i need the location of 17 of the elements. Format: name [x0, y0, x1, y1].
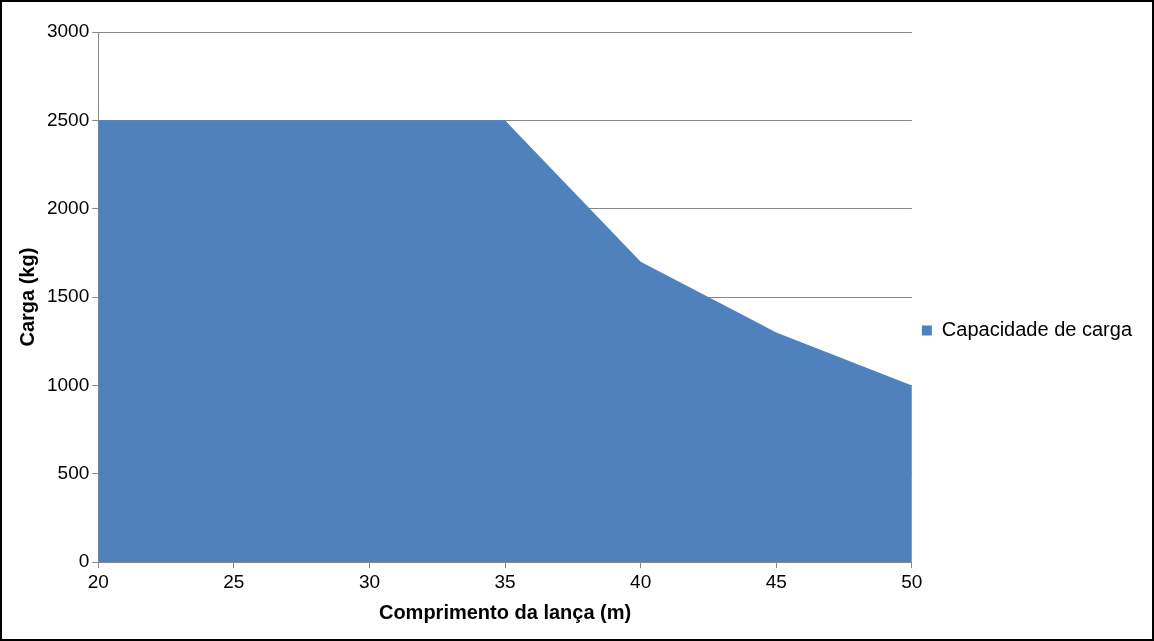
y-tick-label: 500 [57, 462, 90, 484]
x-tick-label: 40 [630, 570, 652, 592]
x-tick-label: 35 [494, 570, 516, 592]
y-tick-label: 2000 [46, 196, 90, 218]
y-tick-label: 1000 [46, 373, 90, 395]
x-tick-label: 50 [901, 570, 923, 592]
x-tick-label: 20 [87, 570, 109, 592]
x-axis-title: Comprimento da lança (m) [378, 600, 632, 623]
y-axis-title: Carga (kg) [15, 247, 38, 347]
x-tick-label: 45 [765, 570, 787, 592]
legend-label: Capacidade de carga [941, 318, 1133, 341]
x-tick-label: 30 [358, 570, 381, 592]
y-tick-label: 0 [78, 550, 90, 572]
y-tick-label: 3000 [46, 20, 90, 42]
y-tick-label: 2500 [46, 108, 90, 130]
y-tick-label: 1500 [46, 285, 90, 307]
x-tick-label: 25 [223, 570, 245, 592]
